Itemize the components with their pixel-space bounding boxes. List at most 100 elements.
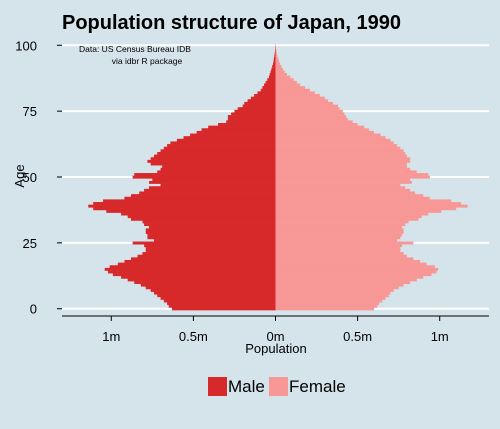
bar-female-age-97 [275,51,277,55]
x-tick-label-4: 1m [431,329,449,344]
bar-female-age-65 [275,136,386,140]
bar-female-age-7 [275,288,394,292]
bar-male-age-82 [257,91,276,95]
bar-female-age-82 [275,91,315,95]
bar-female-age-40 [275,202,462,205]
bar-female-age-17 [275,262,427,266]
bar-female-age-36 [275,212,429,216]
bar-male-age-95 [273,57,276,61]
bar-female-age-8 [275,286,399,290]
bar-female-age-54 [275,165,407,169]
bar-male-age-79 [247,99,276,103]
bar-female-age-94 [275,59,280,63]
bar-female-age-88 [275,75,291,79]
bar-male-age-81 [254,94,276,97]
y-tick-label-4: 100 [15,38,37,53]
bar-female-age-66 [275,133,381,137]
bar-male-age-26 [153,238,276,242]
bar-male-age-70 [218,122,276,126]
bar-female-age-12 [275,275,424,279]
bar-male-age-48 [149,180,276,184]
bar-female-age-28 [275,233,402,237]
bar-female-age-34 [275,217,419,221]
bar-female-age-29 [275,231,404,234]
bar-female-age-78 [275,101,333,105]
bar-female-age-91 [275,67,283,71]
bar-male-age-8 [145,286,276,290]
bar-male-age-88 [268,75,276,79]
bar-male-age-35 [127,215,276,219]
bar-male-age-91 [271,67,276,71]
bar-male-age-49 [152,178,276,182]
bar-male-age-97 [274,51,276,55]
bar-female-age-68 [275,128,370,132]
bar-male-age-92 [272,65,276,68]
bar-male-age-14 [107,270,276,274]
bar-female-age-95 [275,57,279,61]
bar-male-age-89 [269,72,276,76]
legend-label-female: Female [289,377,346,396]
bar-female-age-56 [275,159,411,163]
bar-female-age-57 [275,157,411,161]
bar-male-age-43 [130,194,276,198]
bar-female-age-92 [275,65,282,68]
bar-male-age-18 [124,259,276,263]
bar-female-age-42 [275,196,430,200]
bar-female-age-10 [275,281,411,285]
bar-male-age-84 [262,86,276,90]
bar-female-age-52 [275,170,417,174]
bar-male-age-71 [226,120,276,124]
chart-title: Population structure of Japan, 1990 [62,12,401,34]
bar-female-age-19 [275,257,414,261]
bar-female-age-87 [275,78,294,82]
bar-female-age-33 [275,220,409,224]
bar-female-age-67 [275,130,375,134]
legend-label-male: Male [228,377,265,396]
bar-male-age-52 [157,170,276,174]
bar-female-age-44 [275,191,416,195]
bar-male-age-5 [157,294,276,298]
bar-male-age-76 [237,107,276,111]
bar-male-age-63 [170,141,276,145]
bar-male-age-93 [273,62,276,66]
bar-male-age-32 [144,223,276,227]
bar-male-age-40 [93,202,276,205]
bar-male-age-69 [208,125,276,129]
bar-female-age-41 [275,199,452,203]
bar-female-age-73 [275,115,347,119]
bar-male-age-64 [176,138,276,142]
bar-male-age-78 [244,101,276,105]
bar-male-age-80 [250,96,276,100]
bar-female-age-96 [275,54,278,58]
bar-male-age-94 [273,59,276,63]
x-axis-title: Population [245,341,306,356]
bar-female-age-71 [275,120,353,124]
bar-female-age-38 [275,207,457,211]
bar-male-age-57 [150,157,276,161]
bar-female-age-55 [275,162,407,166]
bar-male-age-25 [132,241,276,245]
y-tick-label-3: 75 [23,104,37,119]
bar-male-age-83 [260,88,276,92]
bar-female-age-13 [275,273,432,277]
bar-female-age-61 [275,146,401,150]
bar-female-age-26 [275,238,398,242]
bar-female-age-50 [275,175,430,179]
bar-female-age-30 [275,228,404,232]
bar-male-age-12 [121,275,276,279]
bar-layer [88,43,468,311]
bar-female-age-48 [275,180,412,184]
legend-swatch-female [269,377,288,396]
bar-female-age-24 [275,244,402,248]
bar-male-age-45 [144,188,276,192]
bar-female-age-70 [275,122,358,126]
bar-female-age-18 [275,259,421,263]
bar-female-age-75 [275,109,343,113]
bar-male-age-74 [231,112,276,116]
bar-female-age-1 [275,304,378,308]
bar-male-age-20 [137,254,276,258]
bar-male-age-55 [150,162,276,166]
bar-female-age-5 [275,294,389,298]
bar-male-age-2 [167,302,276,306]
